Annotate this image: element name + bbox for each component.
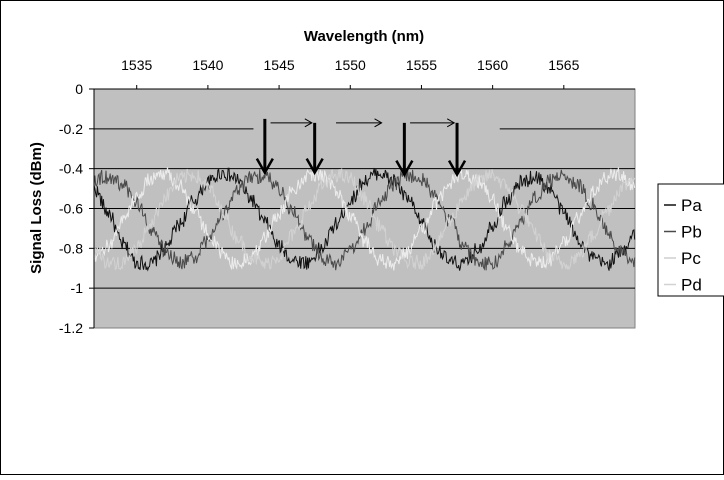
- down-arrow-head-0: [255, 158, 274, 176]
- legend-label-pb: Pb: [681, 223, 702, 242]
- y-tick-label-6: -1.2: [59, 320, 83, 336]
- right-arrow-head-2: [446, 118, 456, 128]
- x-tick-label-1: 1540: [192, 57, 223, 73]
- legend: Pa Pb Pc Pd: [657, 183, 724, 297]
- x-axis-ticks: 1535 1540 1545 1550 1555 1560 1565: [121, 57, 580, 89]
- gridline-gap: [253, 125, 500, 132]
- legend-label-pa: Pa: [681, 196, 702, 215]
- x-axis-label: Wavelength (nm): [304, 28, 424, 45]
- legend-box: [657, 183, 724, 297]
- y-tick-label-4: -0.8: [59, 240, 83, 256]
- y-tick-label-3: -0.6: [59, 201, 83, 217]
- y-axis-label: Signal Loss (dBm): [28, 142, 45, 274]
- x-tick-label-5: 1560: [477, 57, 508, 73]
- x-tick-label-0: 1535: [121, 57, 152, 73]
- down-arrow-head-1: [305, 158, 324, 176]
- down-arrow-head-3: [447, 160, 467, 178]
- legend-label-pd: Pd: [681, 276, 702, 295]
- y-tick-label-2: -0.4: [59, 161, 83, 177]
- legend-label-pc: Pc: [681, 249, 701, 268]
- y-tick-label-1: -0.2: [59, 121, 83, 137]
- x-tick-label-2: 1545: [264, 57, 295, 73]
- x-tick-label-6: 1565: [548, 57, 579, 73]
- series-line-pc: [93, 167, 636, 271]
- annotations: [255, 118, 467, 178]
- series-line-pb: [93, 168, 636, 271]
- right-arrow-head-0: [304, 118, 313, 128]
- y-tick-label-0: 0: [75, 81, 83, 97]
- x-tick-label-4: 1555: [406, 57, 437, 73]
- y-tick-label-5: -1: [71, 280, 84, 296]
- y-axis-ticks: 0 -0.2 -0.4 -0.6 -0.8 -1 -1.2: [59, 81, 94, 336]
- down-arrow-head-2: [395, 160, 414, 178]
- series-lines: [93, 167, 636, 272]
- x-tick-label-3: 1550: [335, 57, 366, 73]
- right-arrow-head-1: [374, 118, 383, 128]
- series-line-pd: [93, 168, 636, 271]
